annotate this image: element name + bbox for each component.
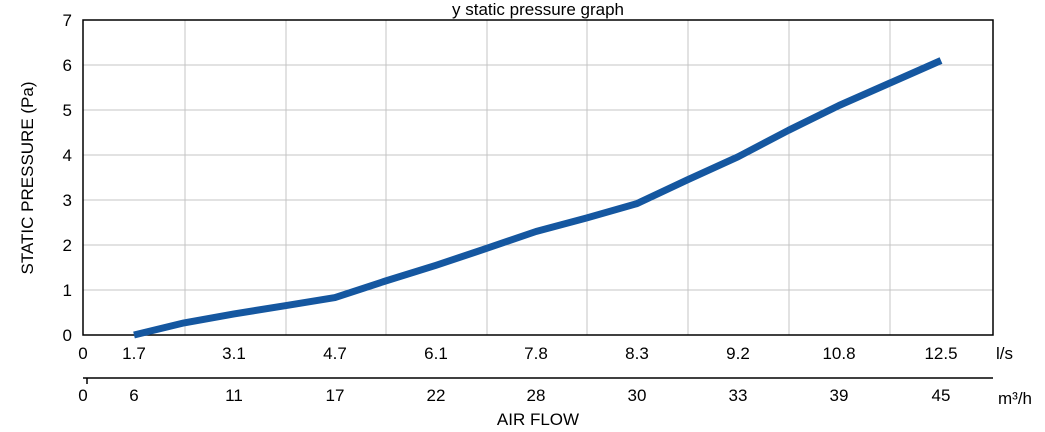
- y-tick-label: 2: [63, 236, 72, 255]
- y-tick-label: 3: [63, 191, 72, 210]
- y-tick-label: 1: [63, 281, 72, 300]
- x-secondary-tick-label: 11: [225, 386, 243, 405]
- x-secondary-tick-label: 28: [527, 386, 546, 405]
- x-primary-tick-label: 8.3: [625, 344, 649, 363]
- x-secondary-tick-label: 45: [932, 386, 951, 405]
- x-secondary-tick-label: 6: [129, 386, 138, 405]
- x-secondary-unit-label: m³/h: [998, 389, 1032, 408]
- x-axis-secondary: 0 6 11 17 22 28 30 33 39 45: [78, 377, 993, 405]
- x-secondary-tick-label: 0: [78, 386, 87, 405]
- x-primary-tick-label: 9.2: [726, 344, 750, 363]
- x-axis-ticks-primary: 0 1.7 3.1 4.7 6.1 7.8 8.3 9.2 10.8 12.5: [78, 344, 957, 363]
- y-tick-label: 6: [63, 56, 72, 75]
- y-tick-label: 5: [63, 101, 72, 120]
- y-axis-ticks: 0 1 2 3 4 5 6 7: [63, 11, 72, 345]
- x-primary-tick-label: 12.5: [924, 344, 957, 363]
- x-primary-tick-label: 4.7: [323, 344, 347, 363]
- x-primary-tick-label: 7.8: [524, 344, 548, 363]
- x-axis-title: AIR FLOW: [497, 410, 579, 429]
- x-secondary-tick-label: 30: [628, 386, 647, 405]
- y-tick-label: 7: [63, 11, 72, 30]
- y-axis-title: STATIC PRESSURE (Pa): [18, 81, 37, 274]
- y-tick-label: 4: [63, 146, 72, 165]
- x-primary-tick-label: 0: [78, 344, 87, 363]
- chart-title: y static pressure graph: [452, 0, 624, 19]
- series-line: [133, 57, 943, 339]
- x-primary-tick-label: 10.8: [822, 344, 855, 363]
- grid-lines: [83, 20, 993, 335]
- y-tick-label: 0: [63, 326, 72, 345]
- x-secondary-tick-label: 33: [729, 386, 748, 405]
- x-primary-tick-label: 3.1: [222, 344, 246, 363]
- x-secondary-tick-label: 39: [830, 386, 849, 405]
- x-primary-tick-label: 6.1: [424, 344, 448, 363]
- x-primary-unit-label: l/s: [996, 344, 1013, 363]
- series-line-group: [133, 57, 943, 339]
- x-secondary-tick-label: 17: [326, 386, 345, 405]
- x-secondary-tick-label: 22: [427, 386, 446, 405]
- x-primary-tick-label: 1.7: [122, 344, 146, 363]
- plot-frame: [82, 19, 994, 336]
